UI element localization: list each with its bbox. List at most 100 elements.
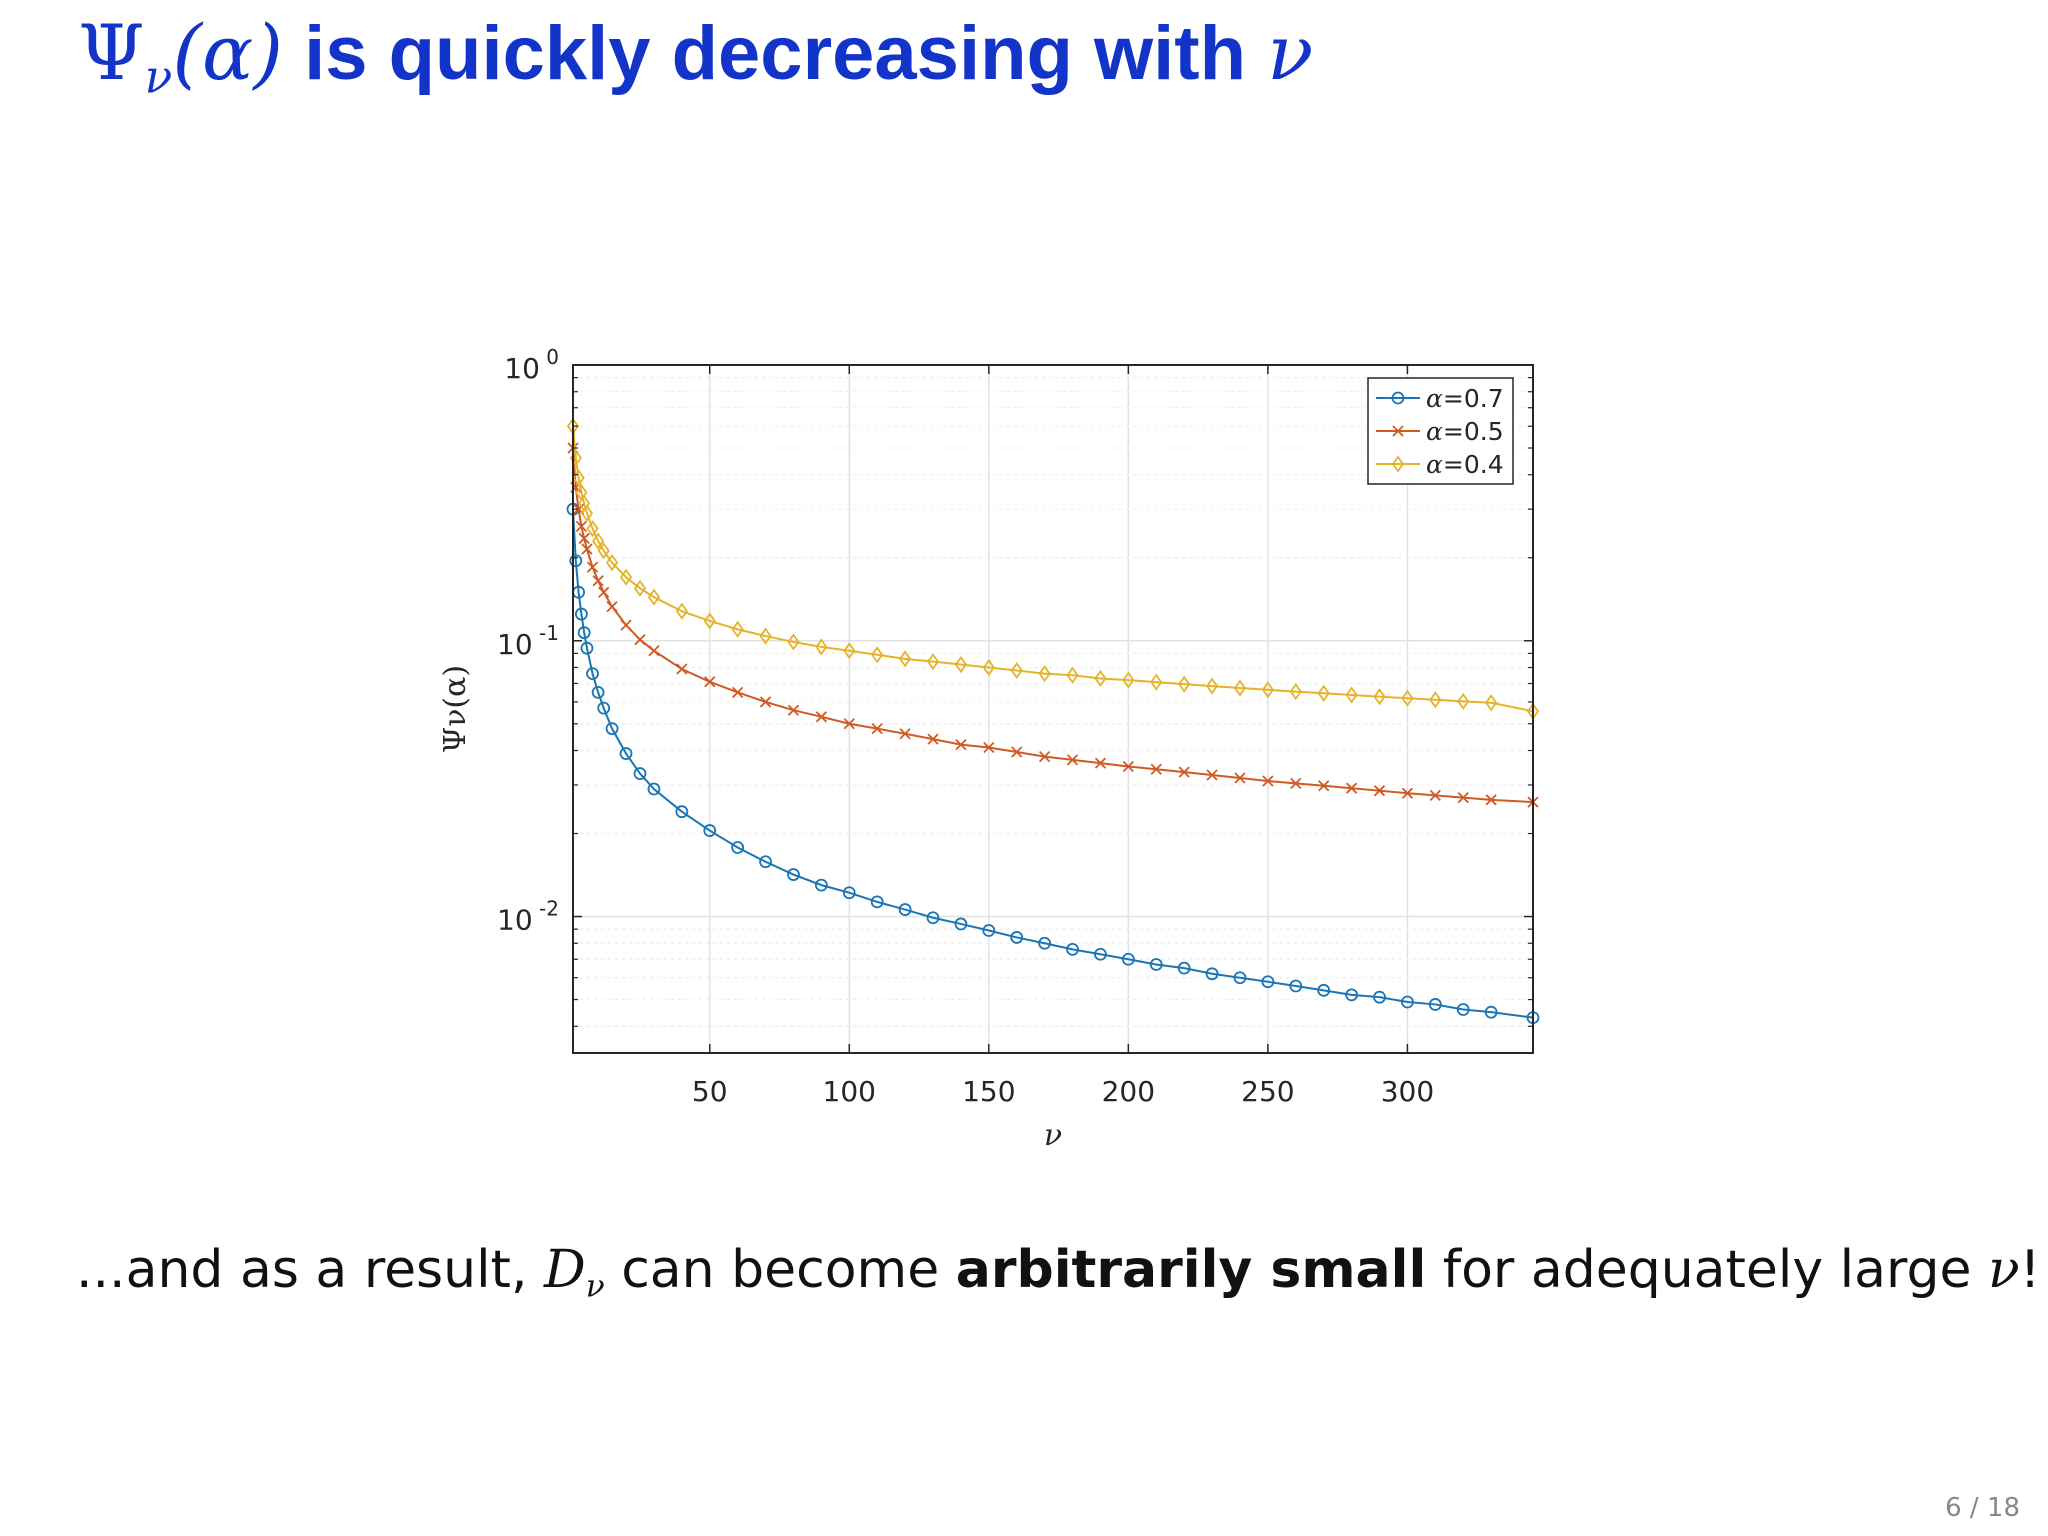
data-point bbox=[1485, 694, 1498, 712]
legend-entry: α=0.5 bbox=[1376, 417, 1504, 446]
body-nu: ν bbox=[1987, 1240, 2020, 1300]
data-point bbox=[633, 767, 647, 780]
data-point bbox=[597, 542, 610, 560]
data-point bbox=[1289, 683, 1302, 701]
y-tick-label: 10 0 bbox=[504, 345, 559, 385]
data-point-stroke bbox=[1066, 754, 1079, 766]
data-point-stroke bbox=[1373, 785, 1386, 797]
data-point bbox=[1457, 791, 1469, 804]
data-point-stroke bbox=[927, 733, 939, 745]
data-point-stroke bbox=[1094, 757, 1107, 769]
data-point bbox=[578, 532, 590, 545]
data-point-stroke bbox=[581, 543, 593, 555]
data-point bbox=[1318, 780, 1330, 792]
legend-label: α=0.5 bbox=[1426, 417, 1504, 446]
slide-title: Ψν(α) is quickly decreasing with ν bbox=[78, 8, 1313, 104]
data-point-stroke bbox=[606, 600, 618, 613]
data-point bbox=[787, 633, 800, 651]
data-point bbox=[1038, 665, 1051, 683]
data-point bbox=[606, 600, 618, 613]
body-prefix: ...and as a result, bbox=[76, 1240, 544, 1300]
data-point bbox=[1121, 952, 1135, 966]
data-point-stroke bbox=[1457, 791, 1469, 804]
y-tick-label: 10 -2 bbox=[497, 897, 559, 937]
data-point bbox=[1457, 692, 1470, 710]
data-point bbox=[870, 895, 884, 909]
data-point bbox=[759, 627, 772, 645]
data-point bbox=[899, 728, 911, 740]
data-point bbox=[1484, 1005, 1498, 1019]
data-point bbox=[926, 653, 940, 671]
data-point-stroke bbox=[983, 741, 995, 754]
data-point-stroke bbox=[586, 561, 599, 573]
x-tick-label: 300 bbox=[1381, 1075, 1434, 1108]
data-point-stroke bbox=[1011, 746, 1023, 758]
data-point bbox=[1485, 794, 1497, 806]
data-point-stroke bbox=[759, 696, 772, 708]
data-point bbox=[898, 650, 912, 668]
data-point bbox=[586, 520, 599, 538]
data-point bbox=[572, 469, 585, 487]
data-point-stroke bbox=[1206, 769, 1218, 781]
data-point bbox=[1066, 943, 1079, 956]
data-point bbox=[1011, 746, 1023, 758]
data-point bbox=[581, 543, 593, 555]
x-tick-label: 200 bbox=[1102, 1075, 1155, 1108]
data-point bbox=[814, 878, 828, 892]
legend-label: α=0.4 bbox=[1426, 450, 1504, 479]
data-point bbox=[1373, 990, 1386, 1004]
data-point bbox=[703, 824, 717, 837]
data-point bbox=[815, 711, 828, 723]
data-point-stroke bbox=[955, 739, 967, 751]
data-point bbox=[676, 663, 688, 675]
data-point bbox=[580, 504, 594, 522]
data-point bbox=[597, 701, 611, 715]
data-point bbox=[1094, 757, 1107, 769]
legend-marker bbox=[1391, 455, 1405, 473]
data-point bbox=[580, 641, 594, 655]
data-point bbox=[871, 723, 883, 735]
data-point bbox=[1177, 961, 1191, 975]
data-point-stroke bbox=[1178, 766, 1190, 778]
data-point bbox=[983, 741, 995, 754]
data-point-stroke bbox=[1234, 772, 1246, 784]
chart-series bbox=[566, 417, 1540, 1025]
x-tick-label: 100 bbox=[823, 1075, 876, 1108]
data-point bbox=[1401, 995, 1414, 1009]
data-point bbox=[954, 655, 968, 674]
data-point bbox=[1122, 760, 1134, 773]
data-point bbox=[1066, 754, 1079, 766]
data-point bbox=[1234, 772, 1246, 784]
chart-legend: α=0.7 α=0.5 α=0.4 bbox=[1367, 377, 1514, 485]
y-axis-label: Ψν(α) bbox=[438, 665, 473, 753]
data-point bbox=[577, 626, 591, 640]
series-1 bbox=[567, 442, 1539, 808]
data-point bbox=[1261, 975, 1275, 989]
data-point bbox=[731, 620, 744, 638]
data-point bbox=[1038, 936, 1052, 950]
data-point-stroke bbox=[1485, 794, 1497, 806]
data-point-stroke bbox=[704, 676, 716, 688]
data-point bbox=[1066, 666, 1079, 684]
data-point-stroke bbox=[578, 532, 590, 545]
data-point bbox=[1150, 763, 1162, 775]
data-point bbox=[1345, 686, 1358, 704]
data-point bbox=[898, 903, 912, 916]
legend-marker bbox=[1392, 425, 1404, 437]
data-point bbox=[1233, 971, 1247, 985]
data-point bbox=[927, 733, 939, 745]
data-point-stroke bbox=[815, 711, 828, 723]
data-point bbox=[591, 685, 605, 699]
series-line bbox=[572, 509, 1534, 1019]
data-point bbox=[1429, 691, 1442, 709]
legend-marker-stroke bbox=[1392, 425, 1404, 437]
series-2 bbox=[566, 417, 1540, 720]
data-point bbox=[982, 658, 995, 677]
data-point bbox=[843, 718, 855, 730]
data-point bbox=[1122, 671, 1135, 689]
data-point bbox=[1205, 677, 1219, 695]
y-tick-label: 10 -1 bbox=[497, 621, 559, 661]
data-point bbox=[619, 568, 633, 586]
body-d-subscript: ν bbox=[585, 1268, 605, 1305]
